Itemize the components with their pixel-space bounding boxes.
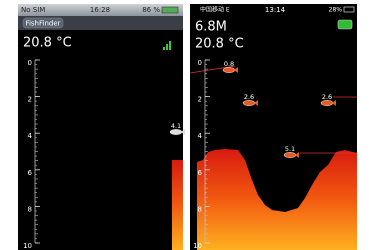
button-label: FishFinder [25, 20, 60, 28]
carrier: 中国移动 E [200, 6, 230, 14]
fish-depth: 2.6 [322, 93, 332, 101]
fish-body [223, 67, 235, 72]
depth-tick-label: 6 [198, 169, 203, 177]
temperature: 20.8 °C [195, 37, 244, 52]
depth-tick-label: 10 [193, 242, 202, 250]
time: 13:14 [265, 6, 286, 14]
screenshot: No SIM 16:28 86 % FishFinder 20.8 °C 0 2 4… [0, 0, 369, 250]
depth-tick-label: 0 [28, 59, 32, 67]
battery: 86 % [142, 6, 160, 14]
fish-depth: 2.6 [244, 93, 254, 101]
time: 16:28 [90, 6, 110, 14]
depth-tick-label: 8 [28, 205, 32, 213]
depth-tick-label: 6 [28, 169, 33, 177]
battery-icon [162, 7, 178, 13]
fish-body [321, 100, 333, 105]
sonar-return [172, 160, 183, 250]
depth-tick-label: 8 [198, 205, 202, 213]
fish-depth: 0.8 [224, 60, 234, 68]
fish-depth: 5.1 [285, 145, 295, 153]
battery: 28% [329, 7, 343, 14]
battery-indicator [338, 20, 352, 29]
depth-tick-label: 10 [23, 242, 32, 250]
depth-tick-label: 2 [28, 96, 32, 104]
depth-tick-label: 2 [198, 96, 202, 104]
fish-body [284, 152, 296, 157]
fish-body [243, 100, 255, 105]
temperature: 20.8 °C [23, 36, 72, 51]
fish-body [170, 129, 182, 134]
depth-tick-label: 4 [28, 132, 33, 140]
depth: 6.8M [195, 20, 227, 35]
fish-depth: 4.1 [171, 122, 181, 130]
carrier: No SIM [21, 6, 45, 14]
right-screen: 中国移动 E 13:14 28% 6.8M 20.8 °C 0 2 4 6 8 10 0.8… [190, 4, 357, 250]
depth-tick-label: 4 [198, 132, 203, 140]
depth-tick-label: 0 [198, 59, 202, 67]
left-screen: No SIM 16:28 86 % FishFinder 20.8 °C 0 2 4… [18, 4, 185, 250]
